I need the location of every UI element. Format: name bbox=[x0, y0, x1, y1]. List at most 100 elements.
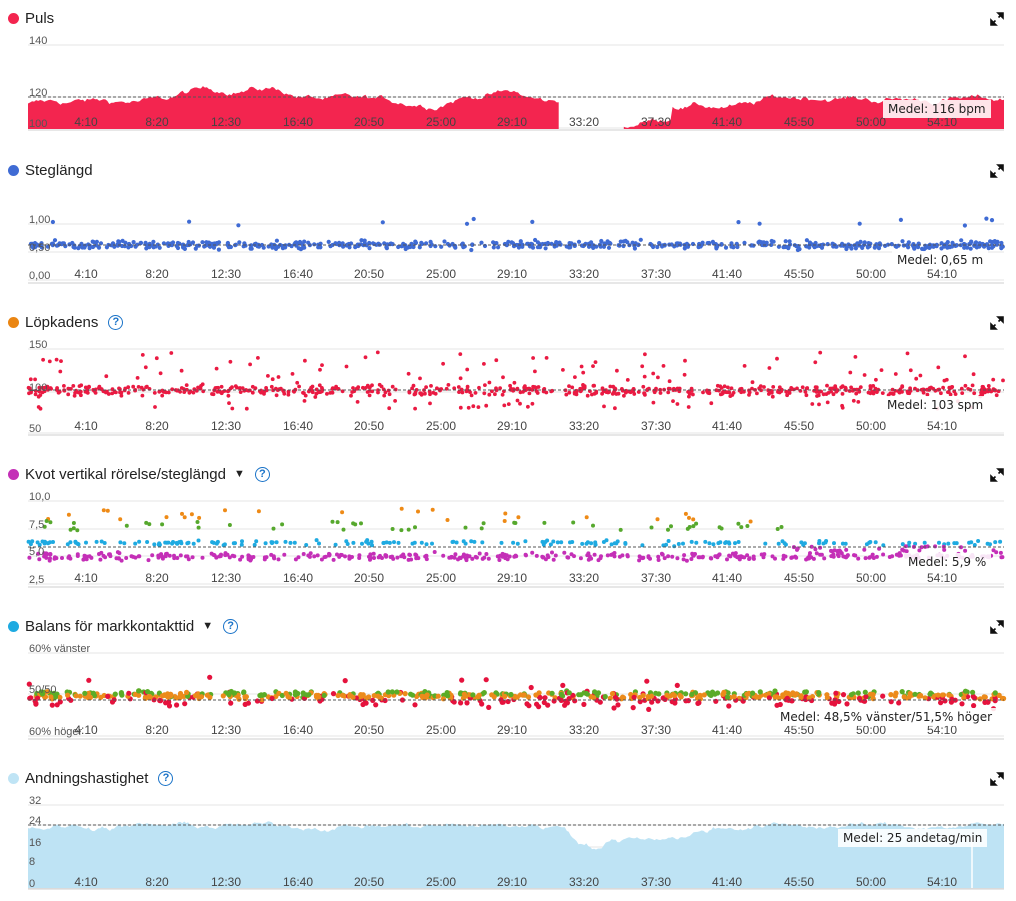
stride-point bbox=[45, 244, 51, 249]
vertical-ratio-point bbox=[881, 552, 886, 557]
cadence-point bbox=[527, 391, 532, 396]
vertical-ratio-point bbox=[681, 541, 685, 546]
gct-point bbox=[342, 678, 348, 684]
gct-point bbox=[184, 689, 190, 695]
cadence-point bbox=[840, 403, 844, 408]
vertical-ratio-point bbox=[396, 540, 401, 545]
vertical-ratio-point bbox=[472, 539, 477, 544]
x-tick-label: 16:40 bbox=[283, 571, 313, 585]
y-tick-label: 0,00 bbox=[29, 270, 50, 282]
gct-point bbox=[566, 690, 572, 696]
expand-icon[interactable] bbox=[990, 12, 1004, 26]
x-tick-label: 45:50 bbox=[784, 419, 814, 433]
stride-point bbox=[729, 241, 734, 246]
gct-point bbox=[763, 692, 769, 698]
vertical-ratio-point bbox=[903, 544, 908, 549]
stride-point bbox=[872, 245, 877, 250]
vertical-ratio-point bbox=[167, 553, 172, 558]
stride-point bbox=[256, 244, 262, 249]
x-tick-label: 4:10 bbox=[74, 875, 98, 889]
stride-point bbox=[537, 245, 543, 250]
gct-point bbox=[360, 701, 366, 708]
gct-point bbox=[862, 689, 868, 695]
vertical-ratio-point bbox=[240, 539, 244, 544]
stride-point bbox=[968, 246, 973, 251]
gct-point bbox=[766, 695, 773, 701]
cadence-point bbox=[620, 388, 625, 393]
stride-point bbox=[294, 243, 299, 248]
stride-point bbox=[296, 246, 301, 251]
help-icon[interactable]: ? bbox=[158, 770, 174, 786]
vertical-ratio-point bbox=[333, 542, 338, 547]
vertical-ratio-point bbox=[585, 553, 590, 558]
gct-point bbox=[174, 695, 180, 701]
expand-icon[interactable] bbox=[990, 772, 1004, 786]
vertical-ratio-point bbox=[163, 540, 168, 545]
vertical-ratio-point bbox=[463, 541, 468, 546]
vertical-ratio-point bbox=[317, 541, 321, 546]
x-tick-label: 37:30 bbox=[641, 723, 671, 737]
vertical-ratio-point bbox=[344, 539, 349, 544]
x-tick-label: 16:40 bbox=[283, 875, 313, 889]
cadence-point bbox=[27, 391, 31, 396]
cadence-point bbox=[592, 383, 596, 388]
stride-point bbox=[31, 245, 36, 250]
help-icon[interactable]: ? bbox=[223, 618, 239, 634]
vertical-ratio-point bbox=[48, 556, 52, 561]
stride-point bbox=[967, 242, 972, 247]
cadence-point bbox=[789, 386, 794, 390]
cadence-point bbox=[410, 386, 414, 391]
vertical-ratio-point bbox=[666, 554, 671, 559]
gct-point bbox=[646, 706, 652, 712]
help-icon[interactable]: ? bbox=[254, 466, 270, 482]
vertical-ratio-point bbox=[589, 556, 594, 561]
x-tick-label: 33:20 bbox=[569, 875, 599, 889]
cadence-point bbox=[377, 382, 382, 387]
vertical-ratio-point bbox=[118, 540, 123, 545]
vertical-ratio-point bbox=[454, 540, 459, 545]
cadence-point bbox=[750, 386, 754, 391]
cadence-point bbox=[457, 390, 461, 394]
stride-point bbox=[865, 245, 871, 250]
vertical-ratio-point bbox=[36, 551, 41, 556]
gct-point bbox=[840, 692, 847, 698]
cadence-point bbox=[640, 364, 645, 369]
vertical-ratio-point bbox=[369, 539, 374, 544]
gct-point bbox=[772, 694, 778, 700]
cadence-point bbox=[870, 389, 874, 394]
dropdown-caret-icon[interactable]: ▼ bbox=[202, 620, 214, 632]
cadence-point bbox=[473, 391, 478, 395]
stride-point bbox=[699, 242, 704, 247]
x-tick-label: 4:10 bbox=[74, 267, 98, 281]
cadence-point bbox=[500, 392, 505, 397]
vertical-ratio-point bbox=[592, 552, 597, 557]
vertical-ratio-point bbox=[655, 517, 660, 522]
gct-point bbox=[776, 695, 782, 701]
vertical-ratio-point bbox=[296, 555, 301, 560]
expand-icon[interactable] bbox=[990, 620, 1004, 634]
help-icon[interactable]: ? bbox=[108, 314, 124, 330]
gct-balance-header: Balans för markkontakttid ▼? bbox=[8, 616, 239, 636]
vertical-ratio-point bbox=[662, 556, 667, 561]
vertical-ratio-point bbox=[453, 552, 458, 557]
vertical-ratio-point bbox=[99, 539, 104, 544]
x-tick-label: 37:30 bbox=[641, 571, 671, 585]
vertical-ratio-point bbox=[145, 540, 150, 544]
cadence-point bbox=[729, 386, 734, 391]
gct-point bbox=[330, 691, 337, 697]
dropdown-caret-icon[interactable]: ▼ bbox=[233, 468, 245, 480]
gct-point bbox=[961, 695, 967, 701]
vertical-ratio-point bbox=[998, 539, 1003, 544]
vertical-ratio-point bbox=[612, 541, 617, 546]
cadence-point bbox=[428, 392, 432, 397]
expand-icon[interactable] bbox=[990, 164, 1004, 178]
gct-point bbox=[512, 695, 518, 701]
cadence-point bbox=[240, 386, 245, 391]
vertical-ratio-point bbox=[463, 556, 468, 561]
expand-icon[interactable] bbox=[990, 316, 1004, 330]
cadence-point bbox=[581, 370, 586, 375]
gct-point bbox=[147, 693, 153, 700]
expand-icon[interactable] bbox=[990, 468, 1004, 482]
x-tick-label: 33:20 bbox=[569, 419, 599, 433]
panel-gct-balance: Balans för markkontakttid ▼? 60% vänster 50… bbox=[0, 616, 1016, 748]
